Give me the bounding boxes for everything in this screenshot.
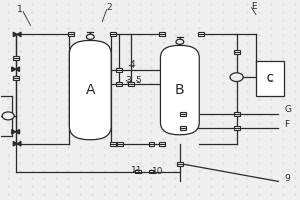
- Bar: [128, 82, 134, 86]
- Circle shape: [176, 39, 184, 44]
- Text: C: C: [267, 74, 274, 84]
- Circle shape: [230, 73, 243, 82]
- Bar: [13, 76, 19, 80]
- Polygon shape: [13, 32, 17, 37]
- Polygon shape: [16, 129, 20, 134]
- Bar: [116, 68, 122, 72]
- Text: 2: 2: [107, 3, 112, 12]
- Polygon shape: [16, 67, 20, 72]
- Polygon shape: [17, 141, 21, 146]
- Bar: [135, 170, 141, 173]
- Text: 11: 11: [130, 166, 142, 175]
- Bar: [198, 32, 204, 36]
- Text: 1: 1: [17, 5, 23, 14]
- Text: 3: 3: [125, 76, 131, 85]
- Bar: [116, 82, 122, 86]
- Text: F: F: [284, 120, 290, 129]
- Polygon shape: [12, 129, 16, 134]
- Text: G: G: [284, 105, 291, 114]
- Circle shape: [2, 112, 14, 120]
- Bar: [177, 162, 183, 166]
- Bar: [110, 142, 116, 146]
- Polygon shape: [17, 32, 21, 37]
- Bar: [110, 32, 116, 36]
- Text: A: A: [85, 83, 95, 97]
- Text: 5: 5: [136, 76, 141, 85]
- Bar: [234, 50, 240, 54]
- Bar: [180, 112, 186, 116]
- Text: 10: 10: [152, 167, 164, 176]
- Polygon shape: [12, 67, 16, 72]
- Bar: [159, 142, 165, 146]
- Polygon shape: [13, 141, 17, 146]
- Text: C: C: [266, 74, 273, 83]
- Text: 9: 9: [284, 174, 290, 183]
- Bar: [234, 126, 240, 130]
- Text: E: E: [251, 2, 256, 11]
- Bar: [148, 142, 154, 146]
- FancyBboxPatch shape: [160, 45, 199, 135]
- Bar: [234, 112, 240, 116]
- Bar: [68, 32, 74, 36]
- Bar: [256, 61, 284, 96]
- Circle shape: [86, 34, 94, 39]
- Bar: [159, 32, 165, 36]
- Text: B: B: [175, 83, 185, 97]
- Bar: [180, 126, 186, 130]
- Bar: [117, 142, 123, 146]
- Bar: [13, 56, 19, 60]
- FancyBboxPatch shape: [69, 40, 111, 140]
- Text: 4: 4: [129, 60, 135, 69]
- Bar: [148, 170, 154, 173]
